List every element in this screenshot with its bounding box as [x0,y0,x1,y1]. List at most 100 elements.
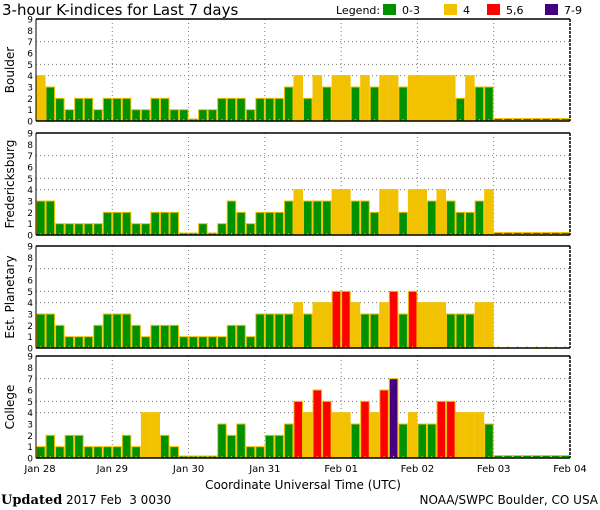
bar [426,302,437,349]
bar [159,211,170,236]
bar [436,75,447,122]
bar-empty [493,455,504,458]
bar [484,423,494,459]
bar [465,412,475,459]
bar [274,97,284,122]
bar [417,302,427,349]
bar [474,200,485,236]
bar [274,211,284,236]
bar [436,400,447,459]
bar-empty [512,455,523,458]
y-tick-label: 5 [27,288,33,298]
bar [407,189,418,236]
legend-entry-label: 4 [463,4,470,17]
y-tick-label: 9 [27,16,33,26]
bar-empty [550,232,561,235]
bar [112,97,122,122]
bar-empty [541,118,551,121]
bar [131,324,141,349]
bar [274,434,284,459]
bar [341,290,351,349]
bar-empty [503,232,513,235]
panel-label: Est. Planetary [3,255,17,338]
bar [407,75,418,122]
bar [226,434,237,459]
bar [331,412,342,459]
bar [388,290,399,349]
bar [74,434,84,459]
y-tick-label: 4 [27,299,33,309]
bar [407,412,418,459]
bar [312,75,323,122]
bar-empty [550,455,561,458]
bar [474,86,485,122]
bar [331,290,342,349]
bar-empty [522,118,532,121]
bar [426,75,437,122]
bar-empty [531,455,542,458]
legend-swatch [487,4,500,15]
bar [388,75,399,122]
bar [398,86,408,122]
y-tick-label: 0 [27,232,33,242]
y-tick-label: 2 [27,95,33,105]
bar [159,97,170,122]
bar [169,211,180,236]
bar [379,389,389,459]
bar [255,97,265,122]
bar [331,75,342,122]
bar [283,200,294,236]
y-tick-label: 0 [27,118,33,128]
panel-est-planetary: 0 123 456 789 Est. Planetary [3,243,571,355]
bar-empty [531,118,542,121]
bar [283,423,294,459]
bar-empty [531,232,542,235]
bar [379,75,389,122]
bar [255,313,265,349]
y-tick-label: 0 [27,455,33,465]
x-tick-label: Jan 30 [172,464,204,475]
y-tick-label: 6 [27,277,33,287]
bar [484,189,494,236]
bar [436,302,447,349]
bar [360,75,370,122]
bar [169,324,180,349]
bar [436,189,447,236]
bar [312,200,323,236]
bar [455,412,466,459]
legend-label: Legend: [336,4,380,17]
y-tick-label: 3 [27,198,33,208]
bar [322,86,332,122]
bar [36,75,46,122]
bar [455,97,466,122]
bar [407,290,418,349]
bar [83,97,94,122]
bar [236,324,246,349]
bar [350,302,361,349]
bar [331,189,342,236]
bar [455,211,466,236]
bar [398,423,408,459]
bar [388,189,399,236]
bar-empty [560,455,571,458]
updated-label: Updated [1,493,62,508]
bar [226,324,237,349]
bar [446,313,456,349]
source-credit: NOAA/SWPC Boulder, CO USA [420,493,599,507]
bar [455,313,466,349]
y-tick-label: 4 [27,72,33,82]
bar [264,313,275,349]
bar [121,434,132,459]
panel-fredericksburg: 0 123 456 789 Fredericksburg [3,130,571,242]
legend-entry-label: 0-3 [402,4,420,17]
y-tick-label: 7 [27,38,33,48]
bar [293,189,304,236]
y-tick-label: 1 [27,220,33,230]
x-tick-label: Feb 04 [553,464,587,475]
x-tick-label: Jan 31 [248,464,280,475]
bar [217,423,227,459]
bar [64,434,75,459]
bar [293,302,304,349]
bar [283,86,294,122]
bar [417,423,427,459]
